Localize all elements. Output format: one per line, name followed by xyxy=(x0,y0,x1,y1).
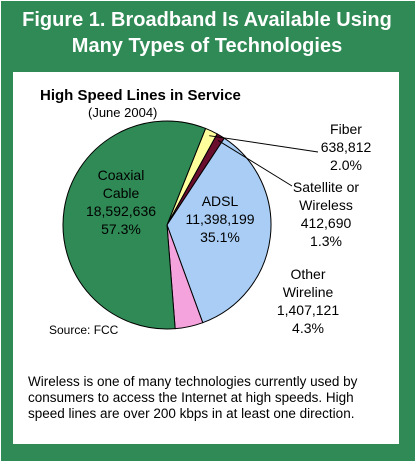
label-fiber: Fiber 638,812 2.0% xyxy=(321,121,372,173)
slice-adsl xyxy=(166,137,272,324)
source-note: Source: FCC xyxy=(49,323,119,337)
chart-subtitle: (June 2004) xyxy=(88,105,158,120)
figure-title-line2: Many Types of Technologies xyxy=(71,35,343,57)
figure-caption: Wireless is one of many technologies cur… xyxy=(28,374,358,421)
figure-title: Figure 1. Broadband Is Available Using M… xyxy=(8,7,406,59)
figure-title-line1: Figure 1. Broadband Is Available Using xyxy=(22,9,392,31)
slice-coaxial-cable xyxy=(62,120,207,330)
label-coaxial-cable: Coaxial Cable 18,592,636 57.3% xyxy=(86,167,156,237)
leader-fiber xyxy=(209,135,319,153)
label-adsl: ADSL 11,398,199 35.1% xyxy=(185,193,254,245)
label-other-wireline: Other Wireline 1,407,121 4.3% xyxy=(277,266,339,336)
label-satellite-wireless: Satellite or Wireless 412,690 1.3% xyxy=(293,179,359,249)
leader-satellite-wireless xyxy=(217,140,293,187)
chart-title: High Speed Lines in Service xyxy=(40,87,241,104)
